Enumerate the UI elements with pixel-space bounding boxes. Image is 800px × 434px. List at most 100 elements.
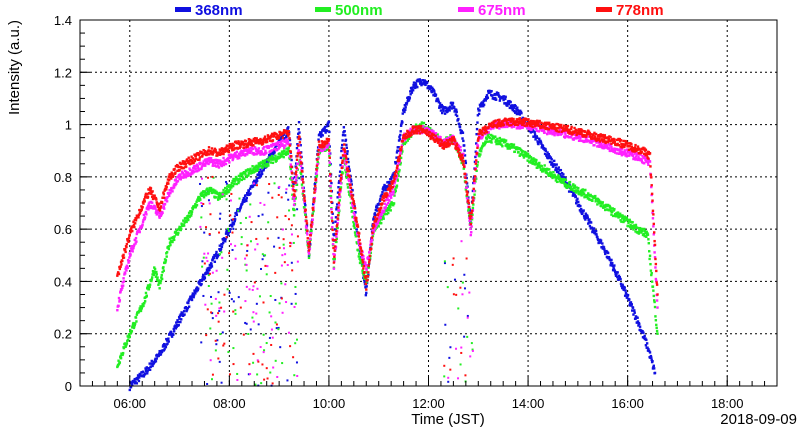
data-point	[197, 158, 200, 162]
data-point	[468, 209, 472, 212]
data-point	[214, 191, 217, 195]
data-point	[236, 154, 239, 158]
data-point	[634, 317, 637, 321]
data-point	[459, 363, 462, 366]
data-point	[518, 109, 522, 112]
data-point	[166, 195, 169, 199]
data-point	[131, 225, 135, 228]
data-point	[403, 139, 407, 142]
data-point	[418, 79, 421, 83]
data-point	[478, 149, 482, 152]
data-point	[351, 189, 354, 192]
data-point	[533, 131, 536, 134]
data-point	[121, 351, 125, 355]
data-point	[225, 230, 228, 233]
data-point	[267, 191, 270, 194]
data-point	[277, 147, 280, 150]
data-point	[119, 354, 122, 358]
data-point	[611, 214, 615, 218]
data-point	[497, 91, 500, 95]
data-point	[487, 91, 490, 95]
data-point	[268, 156, 271, 159]
data-point	[552, 131, 555, 135]
data-point	[168, 188, 171, 192]
data-point	[338, 179, 341, 183]
data-point	[651, 217, 655, 220]
data-point	[287, 126, 290, 129]
data-point	[260, 172, 264, 175]
data-point	[361, 271, 365, 274]
data-point	[360, 253, 364, 257]
data-point	[159, 206, 162, 210]
data-point	[451, 101, 455, 105]
data-point	[641, 330, 644, 333]
data-point	[206, 187, 209, 190]
data-point	[120, 263, 123, 266]
data-point	[231, 155, 234, 158]
data-point	[645, 338, 648, 342]
data-point	[124, 342, 127, 345]
data-point	[280, 139, 283, 143]
data-point	[296, 260, 299, 263]
data-point	[389, 186, 393, 190]
data-point	[306, 240, 309, 244]
data-point	[206, 157, 210, 161]
data-point	[317, 138, 320, 141]
data-point	[316, 166, 319, 170]
data-point	[252, 320, 255, 323]
data-point	[531, 160, 535, 164]
data-point	[621, 147, 624, 150]
data-point	[380, 218, 383, 221]
data-point	[264, 164, 268, 168]
data-point	[198, 282, 201, 286]
data-point	[504, 95, 507, 99]
data-point	[431, 136, 435, 140]
data-point	[207, 284, 210, 287]
data-point	[292, 197, 295, 200]
data-point	[222, 156, 225, 160]
data-point	[117, 296, 121, 300]
data-point	[369, 251, 373, 254]
data-point	[609, 207, 612, 210]
data-point	[474, 180, 477, 183]
data-point	[263, 349, 266, 352]
data-point	[626, 224, 630, 228]
data-point	[311, 222, 314, 226]
data-point	[648, 257, 651, 261]
data-point	[613, 264, 616, 267]
data-point	[251, 169, 255, 172]
data-point	[459, 145, 462, 149]
data-point	[191, 292, 195, 295]
data-point	[385, 186, 388, 189]
data-point	[449, 105, 452, 108]
data-point	[296, 374, 299, 377]
data-point	[253, 170, 257, 173]
data-point	[215, 343, 218, 346]
data-point	[461, 293, 464, 296]
data-point	[348, 174, 351, 177]
data-point	[293, 190, 297, 193]
data-point	[463, 273, 466, 276]
data-point	[189, 296, 193, 299]
data-point	[626, 296, 629, 299]
data-point	[499, 141, 502, 144]
data-point	[126, 338, 130, 342]
data-point	[464, 159, 467, 163]
data-point	[206, 160, 209, 163]
data-point	[246, 191, 250, 195]
data-point	[279, 346, 282, 349]
data-point	[355, 222, 358, 225]
data-point	[199, 225, 202, 228]
data-point	[265, 151, 268, 155]
data-point	[471, 199, 475, 202]
data-point	[130, 227, 133, 230]
data-point	[243, 199, 246, 202]
data-point	[140, 226, 144, 229]
data-point	[145, 367, 148, 371]
data-point	[377, 212, 380, 215]
data-point	[598, 142, 602, 145]
data-point	[162, 191, 165, 194]
data-point	[512, 146, 515, 149]
data-point	[473, 193, 476, 196]
data-point	[230, 143, 233, 146]
